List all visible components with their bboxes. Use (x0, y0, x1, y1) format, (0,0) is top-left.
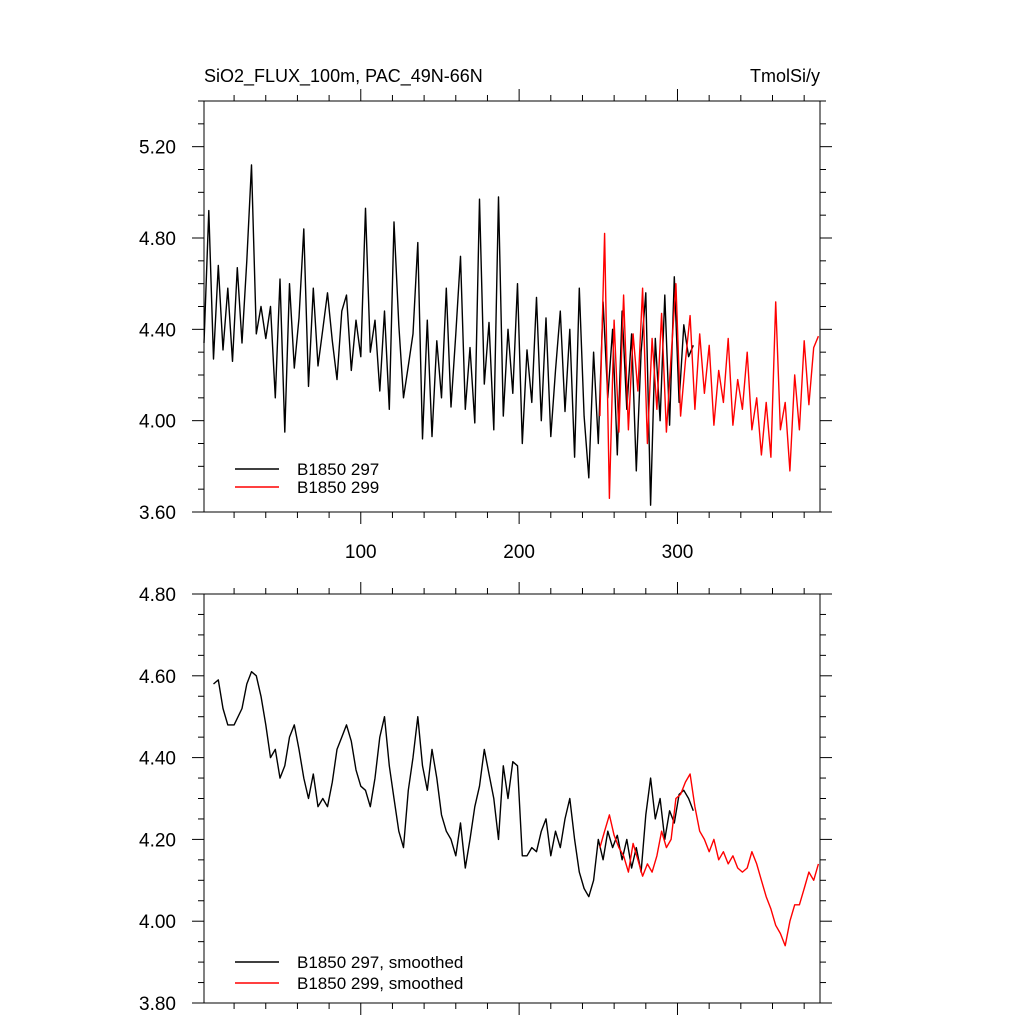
y-tick-label: 4.40 (139, 749, 176, 770)
x-tick-label: 200 (503, 542, 535, 563)
top-panel: 3.60 4.00 4.40 4.80 5.20 100 200 300 B1850 297B1… (139, 89, 832, 563)
y-tick-label: 4.20 (139, 830, 176, 851)
y-tick-label: 4.00 (139, 412, 176, 433)
y-tick-label: 4.60 (139, 667, 176, 688)
y-tick-label: 3.80 (139, 994, 176, 1015)
y-tick-label: 3.60 (139, 503, 176, 524)
title-left: SiO2_FLUX_100m, PAC_49N-66N (204, 66, 483, 87)
bottom-panel: 3.80 4.00 4.20 4.40 4.60 4.80 B1850 297, smoot… (139, 582, 832, 1015)
series-line-2 (599, 232, 820, 499)
y-tick-label: 4.80 (139, 585, 176, 606)
legend-label: B1850 299 (297, 478, 379, 497)
series-line-1 (213, 671, 694, 898)
y-tick-label: 4.80 (139, 229, 176, 250)
plot-frame (203, 593, 821, 1004)
legend-label: B1850 297 (297, 460, 379, 479)
legend-label: B1850 299, smoothed (297, 974, 463, 993)
title-right: TmolSi/y (750, 66, 820, 86)
x-tick-label: 100 (345, 542, 377, 563)
y-tick-label: 5.20 (139, 138, 176, 159)
y-tick-label: 4.40 (139, 320, 176, 341)
series-line-1 (203, 164, 694, 506)
legend-label: B1850 297, smoothed (297, 953, 463, 972)
y-tick-label: 4.00 (139, 912, 176, 933)
plot-frame (203, 100, 821, 513)
series-line-2 (599, 773, 820, 947)
x-tick-label: 300 (662, 542, 694, 563)
